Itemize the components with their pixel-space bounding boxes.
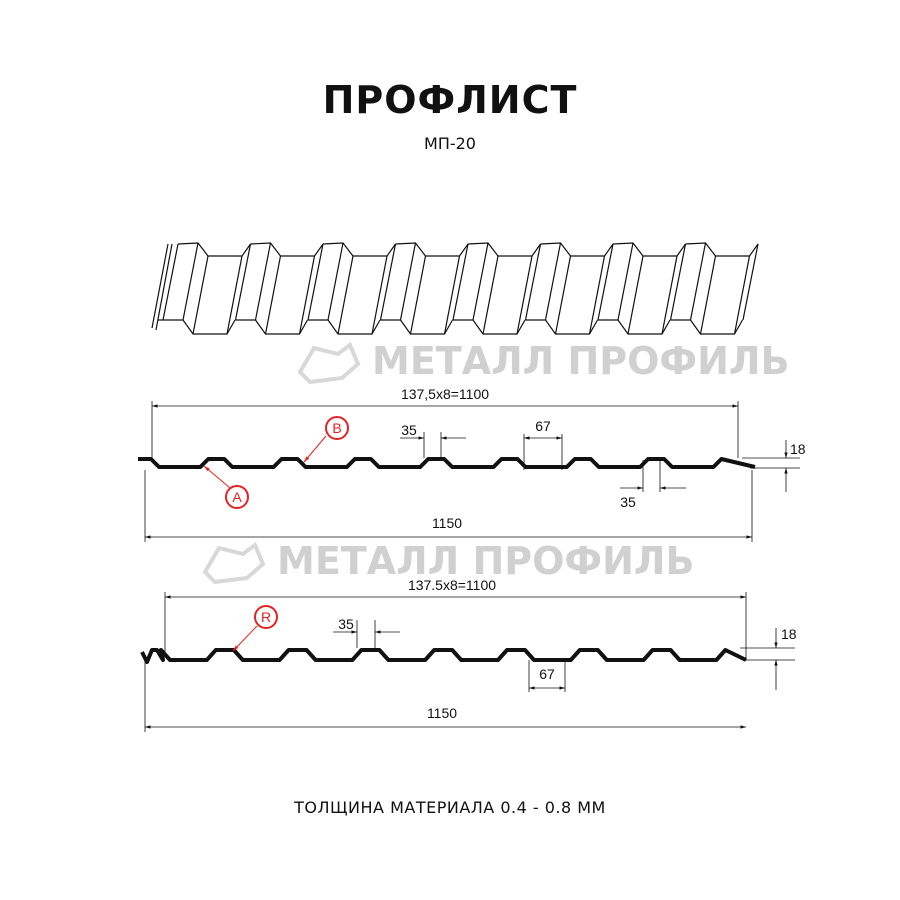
marker-r	[254, 605, 278, 629]
sheet-edge	[182, 242, 199, 321]
sheet-edge	[742, 243, 759, 321]
material-thickness-note: ТОЛЩИНА МАТЕРИАЛА 0.4 - 0.8 ММ	[294, 798, 606, 817]
sheet-edge	[234, 243, 252, 321]
sheet-edge	[627, 255, 644, 335]
sheet-edge	[409, 255, 427, 335]
sheet-edge	[322, 242, 396, 257]
marker-a	[225, 485, 249, 509]
sheet-3d-view	[151, 242, 759, 335]
sheet-edge	[670, 319, 744, 335]
sheet-edge	[307, 243, 324, 321]
sheet-edge	[733, 255, 751, 335]
sheet-edge	[371, 255, 388, 335]
sheet-edge	[264, 255, 282, 335]
page-title: ПРОФЛИСТ	[322, 78, 578, 122]
sheet-edge	[226, 255, 243, 335]
sheet-edge	[617, 242, 634, 321]
watermark-text: МЕТАЛЛ ПРОФИЛЬ	[277, 539, 694, 583]
sheet-edge	[380, 319, 454, 335]
page-subtitle: МП-20	[424, 134, 476, 153]
marker-a-label: A	[232, 489, 242, 505]
sheet-edge	[597, 243, 614, 321]
marker-b-label: B	[332, 420, 341, 436]
sheet-edge	[177, 242, 251, 257]
dim-67-label: 67	[539, 666, 555, 682]
sheet-edge	[699, 255, 717, 335]
dim-1100-label: 137,5x8=1100	[401, 386, 489, 402]
sheet-edge	[482, 255, 499, 335]
sheet-edge	[308, 319, 381, 335]
sheet-edge	[669, 243, 687, 321]
sheet-edge	[467, 242, 541, 257]
sheet-edge	[661, 255, 678, 335]
sheet-edge	[516, 255, 533, 335]
sheet-edge	[685, 242, 759, 257]
sheet-edge	[453, 319, 526, 335]
sheet-edge	[151, 243, 169, 329]
sheet-edge	[612, 242, 686, 257]
dim-67-label: 67	[535, 418, 551, 434]
sheet-edge	[235, 319, 309, 335]
sheet-edge	[327, 242, 344, 321]
sheet-edge	[554, 255, 572, 335]
dim-35-bottom-label: 35	[620, 494, 636, 510]
dim-35-label: 35	[338, 616, 354, 632]
dim-1150-label: 1150	[427, 705, 457, 721]
sheet-edge	[525, 319, 599, 335]
sheet-edge	[472, 242, 489, 321]
sheet-edge	[540, 242, 614, 257]
watermark-1: МЕТАЛЛ ПРОФИЛЬ	[297, 339, 789, 385]
sheet-edge	[598, 319, 671, 335]
dim-35-top-label: 35	[401, 422, 417, 438]
sheet-edge	[155, 243, 173, 331]
sheet-edge	[689, 242, 707, 321]
sheet-edge	[162, 243, 179, 321]
sheet-edge	[588, 255, 606, 335]
marker-r-label: R	[261, 609, 271, 625]
dim-1100-label: 137.5x8=1100	[408, 577, 496, 593]
sheet-edge	[163, 319, 236, 335]
marker-b	[325, 416, 349, 440]
sheet-edge	[337, 255, 354, 335]
dim-18-label: 18	[781, 626, 797, 642]
profile-r-line	[140, 648, 747, 664]
watermark-logo-icon	[297, 341, 361, 385]
dim-1150-label: 1150	[432, 515, 462, 531]
watermark-text: МЕТАЛЛ ПРОФИЛЬ	[372, 339, 789, 383]
sheet-edge	[443, 255, 461, 335]
sheet-edge	[395, 242, 469, 257]
sheet-edge	[524, 243, 542, 321]
watermark-2: МЕТАЛЛ ПРОФИЛЬ	[202, 539, 694, 585]
sheet-edge	[254, 242, 272, 321]
profile-a-line	[138, 457, 756, 469]
watermark-logo-icon	[202, 541, 266, 585]
sheet-edge	[298, 255, 316, 335]
sheet-edge	[399, 242, 417, 321]
dim-18-label: 18	[790, 441, 806, 457]
sheet-edge	[544, 242, 562, 321]
sheet-edge	[192, 255, 209, 335]
profile-ab: 137,5x8=1100 1150 35 67 35 18 B A	[138, 386, 806, 542]
sheet-edge	[250, 242, 324, 257]
sheet-edge	[379, 243, 397, 321]
profile-r: 137.5x8=1100 1150 35 67 18 R	[140, 577, 797, 732]
sheet-edge	[452, 243, 469, 321]
